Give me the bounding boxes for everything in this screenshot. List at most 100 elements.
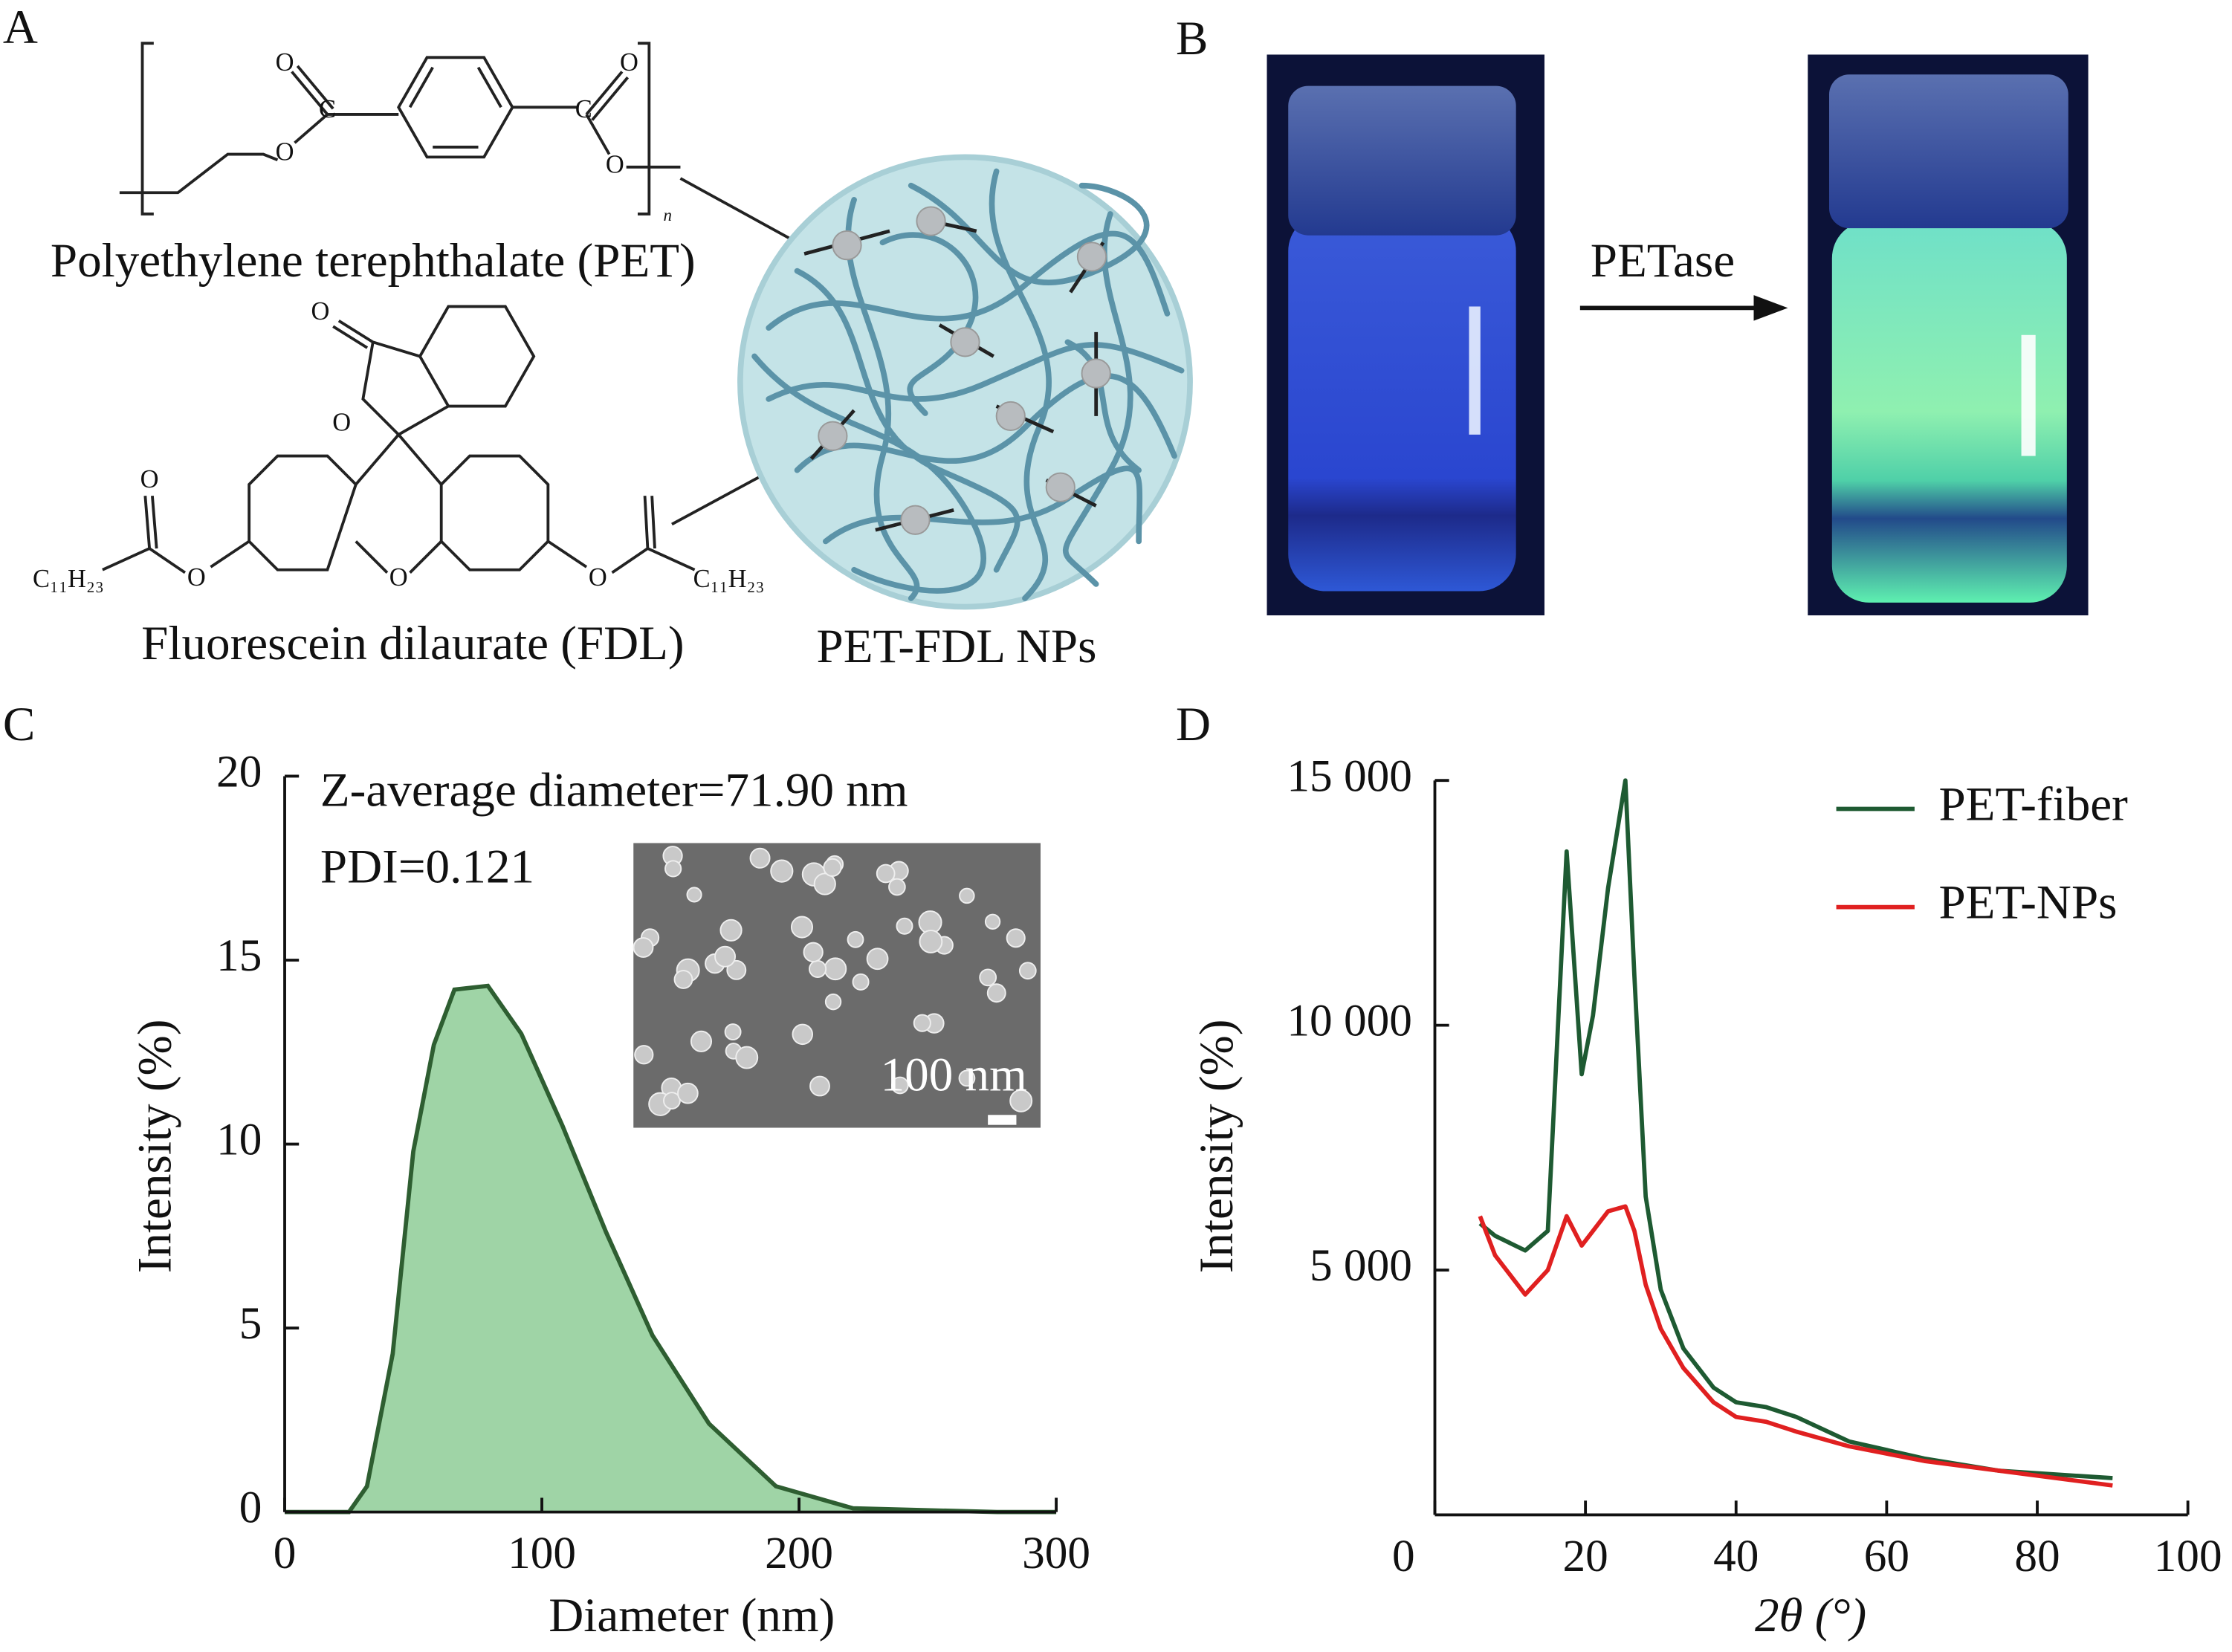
atom-label: O (620, 48, 638, 77)
atom-label: O (589, 563, 607, 592)
x-tick-label: 300 (1022, 1528, 1090, 1578)
atom-label: C (319, 95, 336, 123)
particle (847, 930, 864, 948)
particle (663, 1092, 681, 1110)
particle (809, 1075, 830, 1097)
particle (891, 1076, 909, 1095)
x-tick-label: 80 (2014, 1531, 2060, 1581)
particle (633, 937, 654, 958)
y-tick-label: 0 (239, 1483, 262, 1533)
particle (1009, 1089, 1033, 1112)
particle (888, 878, 906, 896)
particle (824, 993, 842, 1011)
x-tick-label: 100 (508, 1528, 576, 1578)
area-outline (285, 983, 1057, 1515)
panel-label: B (1176, 12, 1208, 65)
annotation: PDI=0.121 (320, 840, 534, 894)
y-tick-label: 5 000 (1310, 1240, 1412, 1291)
x-tick-label: 200 (765, 1528, 833, 1578)
x-tick-label: 20 (1562, 1531, 1608, 1581)
atom-label: O (389, 563, 408, 592)
particle (664, 860, 682, 878)
arrow (1579, 295, 1788, 321)
particle (866, 948, 889, 971)
vial-photo-after (1808, 54, 2089, 616)
particle (792, 1023, 813, 1046)
atom-label: n (663, 206, 671, 224)
atom-label: C₁₁H₂₃ (33, 565, 104, 593)
nanoparticle-sphere (671, 154, 1193, 610)
particle (913, 1014, 931, 1032)
particle (958, 1069, 976, 1087)
y-tick-label: 20 (216, 747, 262, 797)
particle (852, 973, 870, 991)
atom-label: C₁₁H₂₃ (693, 565, 765, 593)
legend-label: PET-NPs (1938, 876, 2117, 930)
particle (686, 887, 702, 903)
panel-label: A (3, 1, 38, 54)
y-axis-label: Intensity (%) (1190, 1020, 1243, 1274)
particle (735, 1046, 759, 1069)
y-tick-label: 15 000 (1287, 751, 1411, 801)
particle (690, 1030, 713, 1052)
compound-name: Fluorescein dilaurate (FDL) (141, 617, 684, 670)
particle (724, 1023, 742, 1041)
particle (634, 1045, 654, 1065)
atom-label: O (332, 408, 351, 436)
atom-label: O (187, 563, 206, 592)
scale-label: 100 nm (881, 1048, 1027, 1101)
y-tick-label: 10 (216, 1115, 262, 1165)
x-tick-label: 40 (1713, 1531, 1759, 1581)
y-tick-label: 15 (216, 930, 262, 981)
particle (959, 887, 975, 904)
x-axis-label: 2θ (°) (1755, 1589, 1866, 1642)
x-tick-label: 100 (2154, 1531, 2222, 1581)
particle (719, 919, 743, 942)
y-tick-label: 10 000 (1287, 996, 1411, 1046)
particle (979, 968, 997, 987)
particle (813, 872, 836, 895)
particle (1018, 962, 1037, 980)
particle (824, 957, 847, 981)
x-axis-label: Diameter (nm) (549, 1589, 835, 1642)
particle (984, 913, 1001, 930)
particle (823, 858, 842, 877)
x-tick-label: 0 (1392, 1531, 1415, 1581)
particle (896, 917, 913, 935)
compound-name: PET-FDL NPs (817, 620, 1097, 673)
arrow-label: PETase (1591, 234, 1735, 288)
particle (749, 847, 771, 869)
annotation: Z-average diameter=71.90 nm (320, 763, 908, 817)
atom-label: O (606, 151, 624, 179)
fdl-structure (102, 305, 696, 574)
particle (809, 959, 827, 978)
particle (770, 859, 794, 883)
particle (677, 1082, 699, 1104)
area (285, 985, 1057, 1512)
panel-label: C (3, 698, 35, 751)
sem-inset (633, 843, 1041, 1128)
y-axis-label: Intensity (%) (128, 1020, 181, 1274)
legend-label: PET-fiber (1938, 777, 2128, 831)
panel-label: D (1176, 698, 1211, 751)
particle (803, 942, 824, 962)
particle (919, 930, 943, 953)
x-tick-label: 60 (1864, 1531, 1909, 1581)
particle (714, 945, 737, 968)
pet-structure (119, 42, 681, 216)
atom-label: O (276, 137, 294, 166)
series-line (1478, 1204, 2113, 1488)
atom-label: O (276, 48, 294, 77)
compound-name: Polyethylene terephthalate (PET) (51, 234, 696, 288)
particle (726, 959, 747, 980)
particle (1006, 928, 1026, 948)
series-line (1478, 778, 2113, 1480)
y-tick-label: 5 (239, 1298, 262, 1349)
atom-label: O (311, 297, 329, 325)
particle (986, 983, 1006, 1003)
particle (673, 970, 693, 989)
particle (790, 916, 814, 939)
atom-label: C (575, 95, 592, 123)
scale-bar (988, 1115, 1017, 1125)
